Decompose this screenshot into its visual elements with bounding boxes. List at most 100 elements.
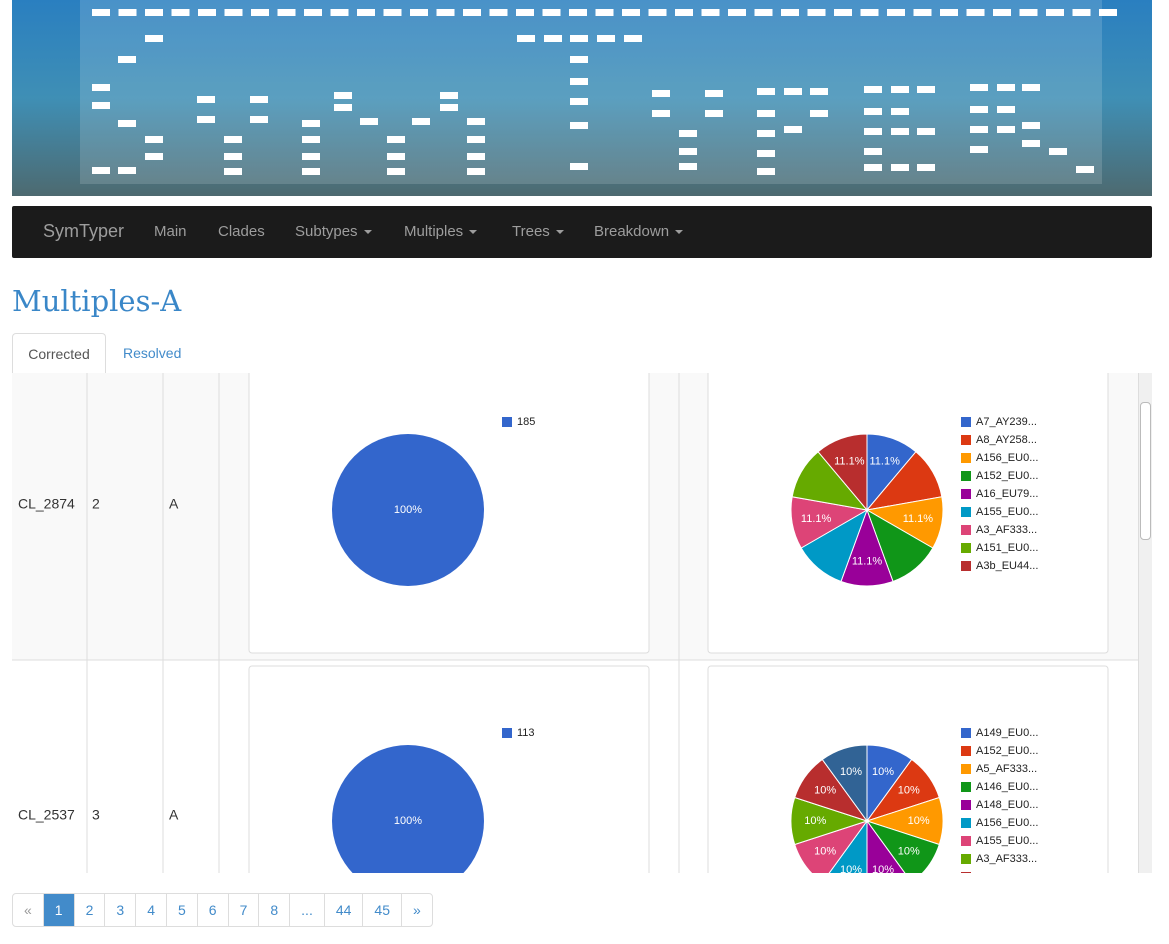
banner-dash: [277, 9, 296, 16]
banner-dash: [92, 167, 110, 174]
nav-label: Breakdown: [594, 223, 670, 240]
banner-dash: [701, 9, 720, 16]
banner-dash: [467, 153, 485, 160]
banner-dash: [542, 9, 561, 16]
page-link[interactable]: 8: [258, 894, 289, 926]
banner-dash: [966, 9, 985, 16]
legend-label: A156_EU0...: [976, 452, 1038, 464]
banner-dash: [970, 84, 988, 91]
tab[interactable]: Corrected: [12, 333, 106, 375]
banner-dash: [970, 106, 988, 113]
legend-swatch: [961, 872, 971, 873]
banner-dash: [891, 108, 909, 115]
banner-dash: [1022, 84, 1040, 91]
page-link[interactable]: 45: [362, 894, 401, 926]
banner-dash: [679, 163, 697, 170]
slice-label: 11.1%: [869, 455, 900, 467]
banner-dash: [705, 110, 723, 117]
slice-label: 10%: [898, 845, 920, 857]
banner-dash: [570, 78, 588, 85]
page-link[interactable]: 7: [227, 894, 259, 926]
banner-dash: [412, 118, 430, 125]
banner-dash: [330, 9, 349, 16]
legend-swatch: [961, 818, 971, 828]
banner-dash: [864, 128, 882, 135]
nav-label: Multiples: [404, 223, 464, 240]
banner-dash: [891, 164, 909, 171]
banner-dash: [516, 9, 534, 16]
banner-dash: [757, 88, 775, 95]
page-link[interactable]: ...: [289, 894, 324, 926]
page-link[interactable]: 3: [104, 894, 135, 926]
banner-dash: [360, 118, 378, 125]
banner-dash: [224, 168, 242, 175]
cell-count: 2: [92, 496, 100, 512]
banner-dash: [198, 9, 216, 16]
scroll-thumb[interactable]: [1140, 402, 1151, 540]
page-link[interactable]: 1: [42, 894, 74, 926]
nav-item[interactable]: Main: [154, 223, 187, 240]
banner-dash: [887, 9, 905, 16]
brand[interactable]: SymTyper: [43, 221, 125, 241]
banner-dash: [436, 9, 455, 16]
nav-item[interactable]: Multiples: [404, 223, 478, 240]
banner-dash: [622, 9, 640, 16]
banner-dash: [1099, 9, 1117, 16]
banner-dash: [810, 88, 828, 95]
table: CL_2874 2 A 100% 185 11.1% 11.1% 11.1% 11.1% 11.1…: [12, 373, 1138, 873]
legend-swatch: [961, 435, 971, 445]
page-link[interactable]: 5: [165, 894, 197, 926]
banner-dash: [1049, 148, 1067, 155]
legend-swatch: [961, 800, 971, 810]
page-link[interactable]: 44: [323, 894, 363, 926]
banner-dash: [864, 86, 882, 93]
legend-label: A156_EU0...: [976, 817, 1038, 829]
cell-id: CL_2874: [18, 496, 75, 512]
page-link[interactable]: 6: [196, 894, 228, 926]
banner-dash: [489, 9, 508, 16]
legend-label: A3b_EU44...: [976, 560, 1038, 572]
legend-label: A152_EU0...: [976, 470, 1038, 482]
banner-dash: [997, 126, 1015, 133]
nav-item[interactable]: Subtypes: [295, 223, 372, 240]
page-link[interactable]: 2: [73, 894, 105, 926]
banner-dash: [993, 9, 1011, 16]
pie-slice: [332, 745, 484, 873]
legend-swatch: [961, 489, 971, 499]
page-link[interactable]: »: [401, 894, 432, 926]
banner-dash: [781, 9, 799, 16]
banner-dash: [463, 9, 481, 16]
banner-dash: [997, 106, 1015, 113]
banner-dash: [864, 108, 882, 115]
banner-dash: [302, 168, 320, 175]
tab[interactable]: Resolved: [123, 345, 182, 361]
navbar: SymTyper Main Clades Subtypes Multiples …: [12, 206, 1152, 258]
banner-dash: [705, 90, 723, 97]
banner-dash: [917, 164, 935, 171]
tabs: Corrected Resolved: [12, 333, 1152, 375]
banner-dash: [145, 136, 163, 143]
banner-dash: [570, 35, 588, 42]
pie-slice: [828, 819, 868, 873]
banner-dash: [1072, 9, 1091, 16]
banner: [12, 0, 1152, 196]
banner-dash: [1022, 140, 1040, 147]
page-link[interactable]: 4: [135, 894, 166, 926]
legend-swatch: [961, 525, 971, 535]
banner-dash: [250, 96, 268, 103]
slice-label: 100%: [394, 815, 422, 827]
banner-dash: [891, 86, 909, 93]
banner-dash: [387, 168, 405, 175]
banner-dash: [334, 92, 352, 99]
nav-item[interactable]: Breakdown: [594, 223, 684, 240]
banner-dash: [810, 110, 828, 117]
legend-label: 113: [517, 727, 535, 739]
nav-item[interactable]: Clades: [218, 223, 265, 240]
banner-dash: [118, 9, 137, 16]
nav-item[interactable]: Trees: [512, 223, 564, 240]
slice-label: 10%: [898, 785, 920, 797]
banner-dash: [754, 9, 773, 16]
legend-label: A151_EU0...: [976, 542, 1038, 554]
page-link[interactable]: «: [24, 902, 32, 918]
banner-dash: [118, 56, 136, 63]
